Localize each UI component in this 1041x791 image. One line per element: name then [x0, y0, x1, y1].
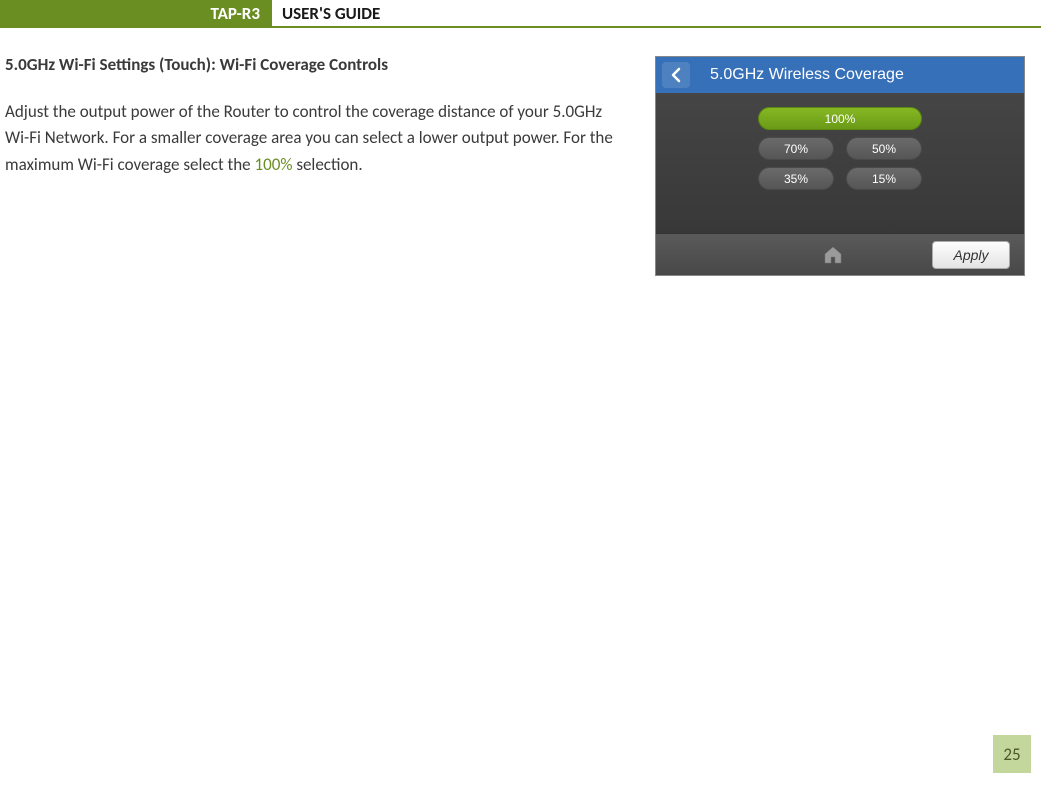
- coverage-option-70[interactable]: 70%: [758, 137, 834, 160]
- device-screen-header: 5.0GHz Wireless Coverage: [656, 57, 1024, 93]
- page-header: TAP-R3 USER'S GUIDE: [0, 0, 1041, 28]
- page-number: 25: [993, 735, 1031, 773]
- section-title: 5.0GHz Wi-Fi Settings (Touch): Wi-Fi Cov…: [5, 54, 625, 75]
- pill-row-2: 35% 15%: [758, 167, 922, 190]
- home-button[interactable]: [656, 245, 932, 265]
- device-screen: 5.0GHz Wireless Coverage 100% 70% 50% 35…: [655, 56, 1025, 276]
- pill-row-1: 70% 50%: [758, 137, 922, 160]
- coverage-option-15[interactable]: 15%: [846, 167, 922, 190]
- coverage-option-100[interactable]: 100%: [758, 107, 922, 130]
- body-text: Adjust the output power of the Router to…: [5, 99, 625, 178]
- device-screen-footer: Apply: [656, 233, 1024, 275]
- chevron-left-icon: [670, 67, 682, 83]
- home-icon: [822, 245, 844, 265]
- pill-row-selected: 100%: [758, 107, 922, 130]
- product-badge: TAP-R3: [0, 0, 272, 26]
- device-screen-body: 100% 70% 50% 35% 15%: [656, 93, 1024, 233]
- back-button[interactable]: [662, 62, 690, 88]
- body-post: selection.: [292, 154, 362, 175]
- screenshot-column: 5.0GHz Wireless Coverage 100% 70% 50% 35…: [655, 54, 1025, 276]
- coverage-option-50[interactable]: 50%: [846, 137, 922, 160]
- text-column: 5.0GHz Wi-Fi Settings (Touch): Wi-Fi Cov…: [5, 54, 625, 276]
- device-screen-title: 5.0GHz Wireless Coverage: [710, 66, 904, 84]
- apply-button[interactable]: Apply: [932, 241, 1010, 269]
- guide-title: USER'S GUIDE: [272, 0, 390, 26]
- highlight-100: 100%: [254, 154, 292, 175]
- coverage-option-35[interactable]: 35%: [758, 167, 834, 190]
- content-area: 5.0GHz Wi-Fi Settings (Touch): Wi-Fi Cov…: [0, 54, 1041, 276]
